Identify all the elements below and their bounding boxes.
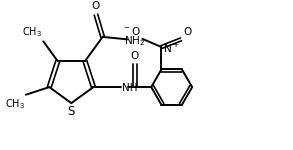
Text: NH$_2$: NH$_2$	[124, 34, 145, 48]
Text: N$^+$: N$^+$	[163, 41, 180, 55]
Text: CH$_3$: CH$_3$	[5, 97, 25, 111]
Text: $^-$O: $^-$O	[122, 25, 141, 37]
Text: O: O	[183, 27, 192, 37]
Text: O: O	[131, 51, 139, 61]
Text: NH: NH	[122, 83, 137, 93]
Text: O: O	[92, 1, 100, 11]
Text: S: S	[68, 105, 75, 118]
Text: CH$_3$: CH$_3$	[22, 25, 42, 39]
